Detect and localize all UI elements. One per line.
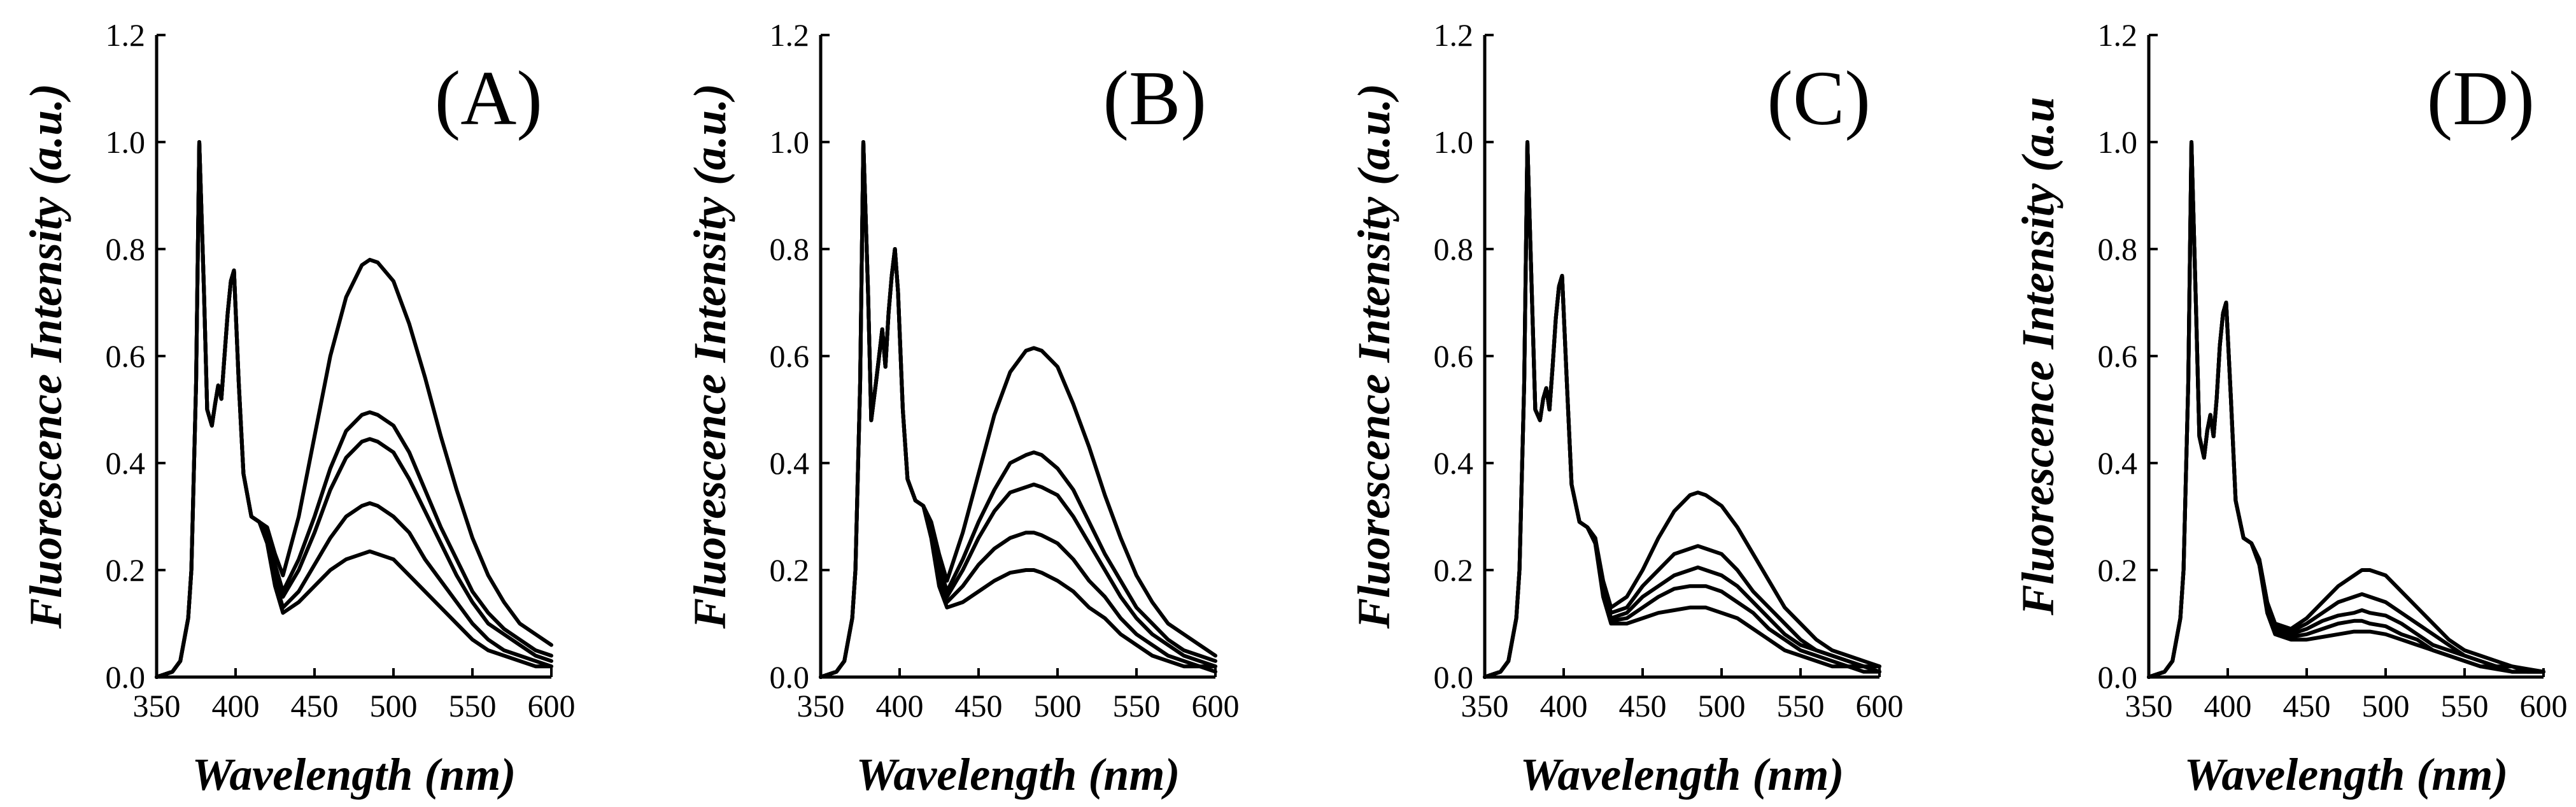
- series-line-2: [1483, 140, 1881, 679]
- y-axis-title: Fluorescence Intensity (a.u.): [684, 83, 735, 629]
- x-axis-title: Wavelength (nm): [1520, 749, 1844, 800]
- series-line-5: [2147, 140, 2545, 679]
- y-tick-label: 0.8: [106, 231, 146, 267]
- series-line-3: [2147, 140, 2545, 679]
- x-tick-label: 400: [2204, 688, 2252, 724]
- series-line-1: [819, 140, 1217, 679]
- panel-label: (B): [1103, 55, 1207, 141]
- x-tick-label: 450: [2283, 688, 2331, 724]
- y-tick-label: 1.0: [770, 124, 810, 160]
- series-line-2: [2147, 140, 2545, 679]
- y-tick-label: 0.8: [1434, 231, 1474, 267]
- panel-label: (A): [435, 55, 542, 141]
- x-tick-label: 600: [1192, 688, 1240, 724]
- y-axis-title: Fluorescence Intensity (a.u.): [1348, 83, 1399, 629]
- x-tick-label: 550: [1777, 688, 1825, 724]
- y-tick-label: 1.0: [2098, 124, 2138, 160]
- x-tick-label: 500: [2362, 688, 2410, 724]
- y-tick-label: 0.6: [1434, 338, 1474, 374]
- x-tick-label: 600: [2520, 688, 2568, 724]
- y-tick-label: 0.8: [2098, 231, 2138, 267]
- y-tick-label: 0.8: [770, 231, 810, 267]
- x-tick-label: 600: [1856, 688, 1904, 724]
- y-tick-label: 1.0: [1434, 124, 1474, 160]
- chart-panel-c: 0.0 0.2 0.4 0.6 0.8 1.0 1.2 350 400 450 500 550 600 W…: [1348, 17, 1904, 800]
- series-line-3: [1483, 140, 1881, 679]
- y-tick-label: 0.2: [106, 552, 146, 588]
- x-tick-label: 550: [449, 688, 497, 724]
- x-tick-label: 350: [1461, 688, 1509, 724]
- series-line-4: [819, 140, 1217, 679]
- x-tick-label: 400: [1540, 688, 1588, 724]
- x-tick-label: 500: [370, 688, 418, 724]
- series-line-3: [819, 140, 1217, 679]
- y-tick-label: 0.4: [106, 445, 146, 481]
- y-tick-label: 1.2: [770, 17, 810, 53]
- y-tick-label: 0.6: [2098, 338, 2138, 374]
- y-axis-title: Fluorescence Intensity (a.u: [2013, 97, 2063, 616]
- y-tick-label: 0.4: [2098, 445, 2138, 481]
- series-line-1: [2147, 140, 2545, 679]
- y-tick-label: 0.0: [770, 659, 810, 695]
- x-tick-label: 600: [528, 688, 576, 724]
- y-axis-title: Fluorescence Intensity (a.u.): [20, 83, 71, 629]
- series-line-5: [155, 140, 553, 679]
- y-tick-label: 0.2: [2098, 552, 2138, 588]
- series-line-4: [2147, 140, 2545, 679]
- y-tick-label: 0.6: [770, 338, 810, 374]
- y-tick-label: 0.6: [106, 338, 146, 374]
- series-line-4: [1483, 140, 1881, 679]
- x-tick-label: 450: [955, 688, 1003, 724]
- chart-panel-d: 0.0 0.2 0.4 0.6 0.8 1.0 1.2 350 400 450 500 550 600 W…: [2013, 17, 2568, 800]
- y-tick-label: 0.2: [1434, 552, 1474, 588]
- y-tick-label: 0.0: [1434, 659, 1474, 695]
- x-tick-label: 550: [1113, 688, 1161, 724]
- x-tick-label: 500: [1698, 688, 1746, 724]
- y-tick-label: 0.2: [770, 552, 810, 588]
- x-tick-label: 400: [876, 688, 924, 724]
- x-tick-label: 450: [1619, 688, 1667, 724]
- x-tick-label: 350: [133, 688, 181, 724]
- x-tick-label: 350: [797, 688, 845, 724]
- x-axis-title: Wavelength (nm): [2184, 749, 2509, 800]
- x-tick-label: 350: [2125, 688, 2173, 724]
- y-tick-label: 0.4: [1434, 445, 1474, 481]
- x-axis-title: Wavelength (nm): [192, 749, 516, 800]
- x-tick-label: 550: [2441, 688, 2489, 724]
- y-tick-label: 0.0: [106, 659, 146, 695]
- y-tick-label: 1.2: [2098, 17, 2138, 53]
- y-tick-label: 1.0: [106, 124, 146, 160]
- x-tick-label: 400: [212, 688, 260, 724]
- panel-label: (C): [1767, 55, 1871, 141]
- y-tick-label: 0.0: [2098, 659, 2138, 695]
- x-tick-label: 450: [291, 688, 339, 724]
- chart-panel-b: 0.0 0.2 0.4 0.6 0.8 1.0 1.2 350 400 450 500 550 600 W…: [684, 17, 1240, 800]
- y-tick-label: 0.4: [770, 445, 810, 481]
- series-line-1: [1483, 140, 1881, 679]
- x-axis-title: Wavelength (nm): [856, 749, 1180, 800]
- series-line-2: [819, 140, 1217, 679]
- series-line-5: [1483, 140, 1881, 679]
- series-line-5: [819, 140, 1217, 679]
- x-tick-label: 500: [1034, 688, 1082, 724]
- y-tick-label: 1.2: [106, 17, 146, 53]
- y-tick-label: 1.2: [1434, 17, 1474, 53]
- panel-label: (D): [2427, 55, 2535, 141]
- chart-panel-a: 0.0 0.2 0.4 0.6 0.8 1.0 1.2 350 400 450 500 550 600 W…: [20, 17, 576, 800]
